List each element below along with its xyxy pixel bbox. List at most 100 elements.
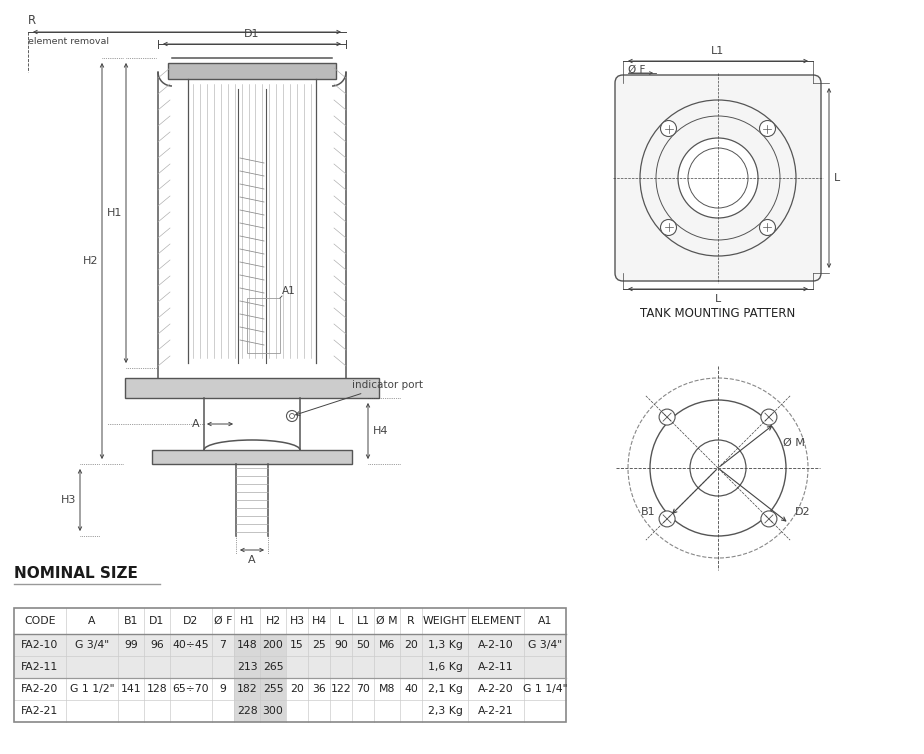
Text: FA2-10: FA2-10: [21, 640, 59, 650]
Text: 128: 128: [147, 684, 167, 694]
Text: 20: 20: [290, 684, 304, 694]
Text: D2: D2: [183, 616, 199, 626]
FancyBboxPatch shape: [615, 75, 821, 281]
Circle shape: [661, 121, 676, 136]
Text: 148: 148: [237, 640, 257, 650]
Text: G 1 1/4": G 1 1/4": [523, 684, 567, 694]
Text: Ø M: Ø M: [376, 616, 398, 626]
Bar: [125, 378, 379, 398]
Text: A-2-20: A-2-20: [478, 684, 514, 694]
Text: 265: 265: [262, 662, 284, 672]
Text: R: R: [28, 14, 36, 27]
Text: 255: 255: [262, 684, 284, 694]
Text: A: A: [89, 616, 96, 626]
Text: A1: A1: [282, 286, 296, 296]
Text: D1: D1: [150, 616, 164, 626]
Text: 1,6 Kg: 1,6 Kg: [428, 662, 462, 672]
Text: 228: 228: [237, 706, 257, 716]
Text: 1,3 Kg: 1,3 Kg: [428, 640, 462, 650]
Text: M8: M8: [379, 684, 395, 694]
Text: A-2-11: A-2-11: [479, 662, 514, 672]
Text: 300: 300: [262, 706, 284, 716]
Circle shape: [661, 219, 676, 235]
Text: H2: H2: [265, 616, 281, 626]
Text: 70: 70: [356, 684, 370, 694]
Bar: [247, 298, 280, 353]
Bar: [260, 634, 286, 722]
Text: 36: 36: [312, 684, 326, 694]
Text: 99: 99: [124, 640, 138, 650]
Text: B1: B1: [124, 616, 139, 626]
Bar: [234, 634, 260, 722]
Text: 50: 50: [356, 640, 370, 650]
Text: A1: A1: [538, 616, 553, 626]
Circle shape: [656, 116, 780, 240]
Text: 40: 40: [404, 684, 418, 694]
Text: 141: 141: [121, 684, 141, 694]
Text: WEIGHT: WEIGHT: [423, 616, 467, 626]
Text: H1: H1: [239, 616, 255, 626]
Text: 2,1 Kg: 2,1 Kg: [428, 684, 462, 694]
Circle shape: [678, 138, 758, 218]
Text: H3: H3: [289, 616, 305, 626]
Text: G 3/4": G 3/4": [75, 640, 109, 650]
Circle shape: [659, 409, 675, 425]
Text: 9: 9: [220, 684, 226, 694]
Text: FA2-20: FA2-20: [21, 684, 59, 694]
Bar: [14, 608, 566, 722]
Bar: [152, 450, 352, 464]
Text: FA2-11: FA2-11: [21, 662, 58, 672]
Text: A: A: [249, 555, 256, 565]
Text: 65÷70: 65÷70: [173, 684, 210, 694]
Text: L: L: [715, 294, 721, 304]
Text: 182: 182: [237, 684, 257, 694]
Circle shape: [659, 511, 675, 527]
Text: 200: 200: [262, 640, 284, 650]
Circle shape: [640, 100, 796, 256]
Bar: [14, 634, 566, 678]
Text: TANK MOUNTING PATTERN: TANK MOUNTING PATTERN: [640, 307, 796, 320]
Text: L1: L1: [357, 616, 370, 626]
Text: H1: H1: [106, 208, 122, 218]
Circle shape: [760, 409, 777, 425]
Text: 90: 90: [334, 640, 348, 650]
Text: L: L: [834, 173, 840, 183]
Text: L1: L1: [711, 46, 724, 56]
Circle shape: [760, 219, 775, 235]
Text: M6: M6: [379, 640, 395, 650]
Text: Ø M: Ø M: [783, 437, 805, 448]
Bar: [168, 63, 336, 79]
Text: NOMINAL SIZE: NOMINAL SIZE: [14, 566, 138, 581]
Text: G 3/4": G 3/4": [528, 640, 562, 650]
Text: A-2-10: A-2-10: [478, 640, 514, 650]
Circle shape: [760, 511, 777, 527]
Text: CODE: CODE: [24, 616, 55, 626]
Text: ELEMENT: ELEMENT: [470, 616, 521, 626]
Text: indicator port: indicator port: [296, 380, 423, 415]
Text: 7: 7: [220, 640, 226, 650]
Text: H4: H4: [373, 426, 388, 436]
Text: 15: 15: [290, 640, 304, 650]
Text: 96: 96: [150, 640, 164, 650]
Text: A: A: [192, 419, 200, 429]
Text: 40÷45: 40÷45: [173, 640, 210, 650]
Circle shape: [760, 121, 775, 136]
Text: 25: 25: [312, 640, 326, 650]
Text: G 1 1/2": G 1 1/2": [69, 684, 115, 694]
Text: L: L: [338, 616, 344, 626]
Text: H4: H4: [311, 616, 326, 626]
Text: Ø F: Ø F: [213, 616, 232, 626]
Text: D1: D1: [244, 29, 260, 39]
Text: element removal: element removal: [28, 37, 109, 46]
Text: B1: B1: [641, 507, 656, 517]
Text: H3: H3: [61, 495, 76, 505]
Text: D2: D2: [795, 507, 810, 517]
Text: 213: 213: [237, 662, 257, 672]
Text: 2,3 Kg: 2,3 Kg: [428, 706, 462, 716]
Text: R: R: [407, 616, 415, 626]
Circle shape: [688, 148, 748, 208]
Text: A-2-21: A-2-21: [479, 706, 514, 716]
Text: 122: 122: [331, 684, 351, 694]
Text: 20: 20: [404, 640, 418, 650]
Bar: [14, 678, 566, 722]
